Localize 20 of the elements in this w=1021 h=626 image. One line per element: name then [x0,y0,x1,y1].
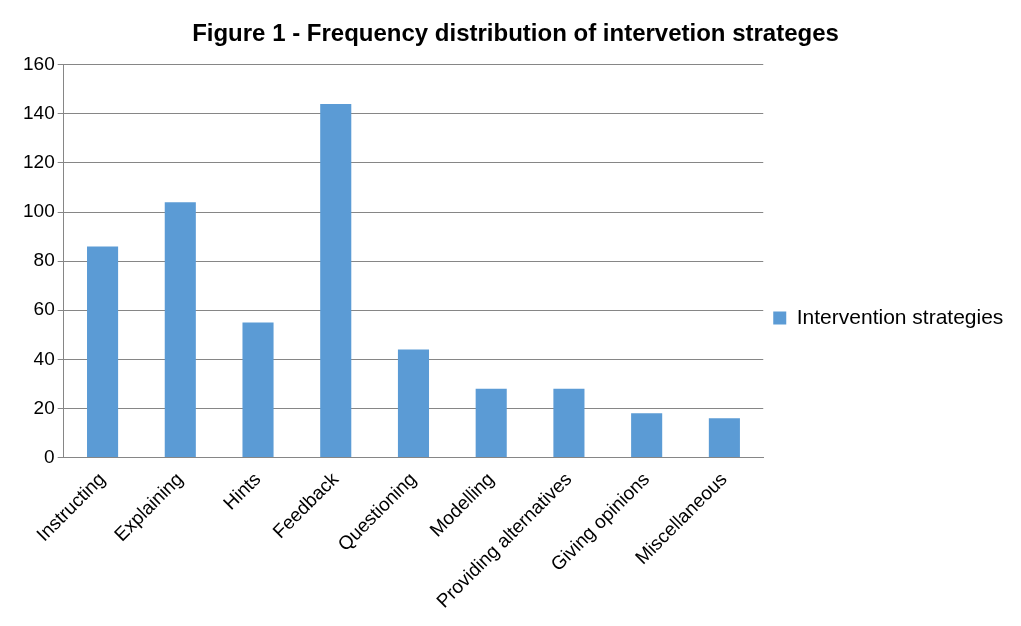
y-tick-label: 40 [33,347,55,369]
chart-title: Figure 1 - Frequency distribution of intervetion strateges [192,19,839,47]
bar [397,349,430,457]
bar [475,388,507,457]
bar [708,418,740,457]
y-tick-label: 20 [33,396,55,418]
y-tick-label: 120 [23,151,55,173]
y-tick-label: 80 [33,249,55,271]
y-tick-label: 60 [33,298,55,320]
bar [164,202,196,457]
bar [242,322,274,457]
bar [320,104,352,457]
y-tick-label: 140 [23,102,55,124]
y-tick-label: 0 [44,445,55,467]
bar [87,246,119,457]
y-tick-label: 160 [23,53,55,75]
legend-label: Intervention strategies [796,304,1004,328]
bar [553,388,585,457]
y-tick-label: 100 [23,200,55,222]
bar [631,413,663,457]
